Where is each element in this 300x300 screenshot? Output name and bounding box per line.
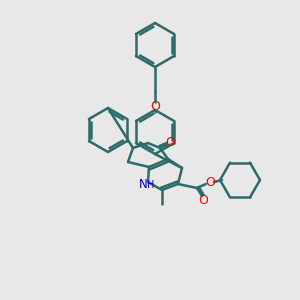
Text: O: O (198, 194, 208, 206)
Text: O: O (165, 136, 175, 148)
Text: O: O (150, 100, 160, 113)
Text: N: N (139, 178, 147, 191)
Text: O: O (205, 176, 215, 188)
Text: H: H (147, 180, 155, 190)
